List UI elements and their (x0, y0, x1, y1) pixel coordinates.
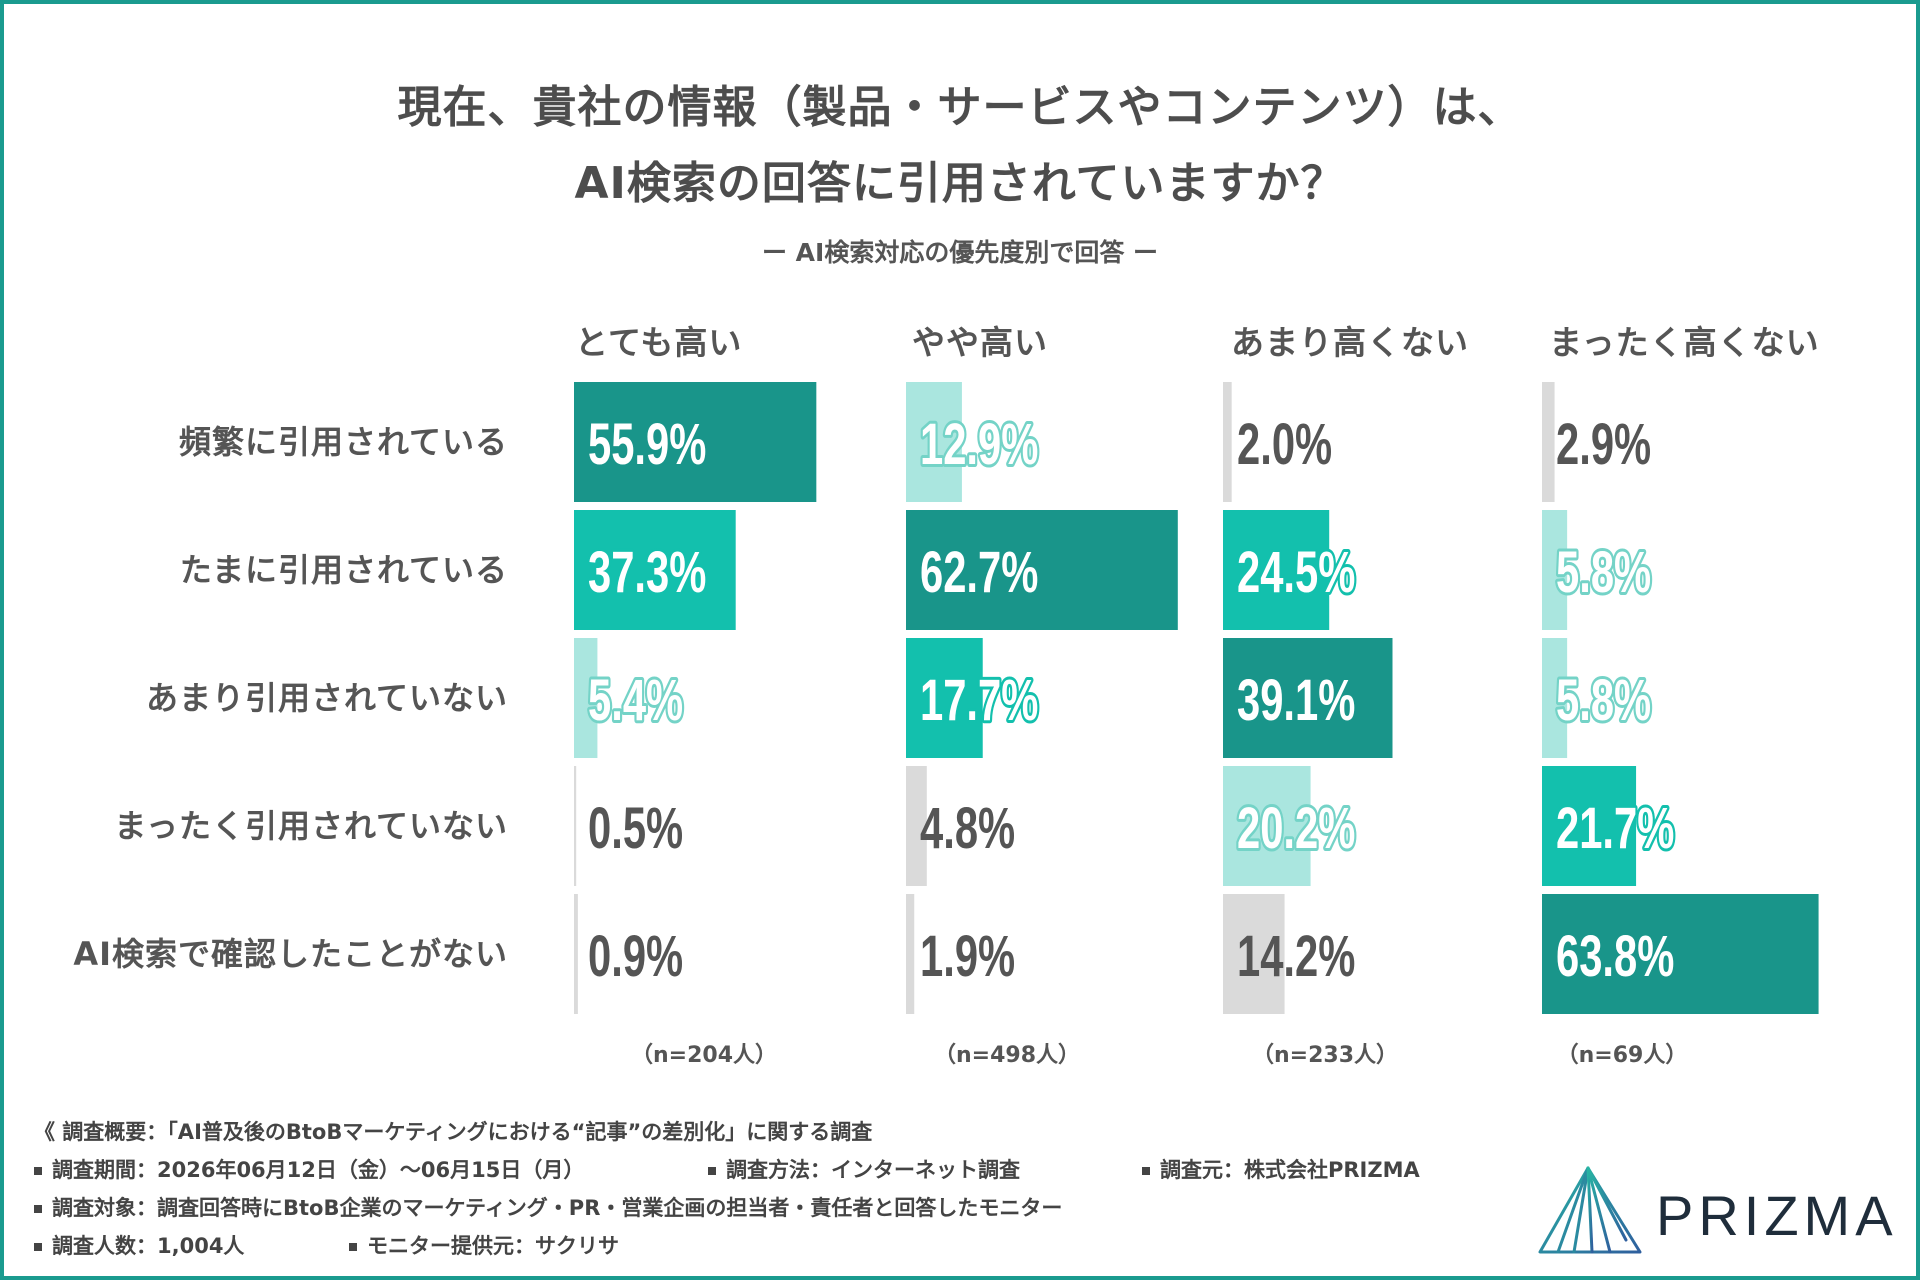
bar-s3-r1 (1223, 382, 1232, 502)
survey-method: 調査方法：インターネット調査 (726, 1158, 1020, 1182)
bar-s2-r4 (906, 766, 927, 886)
value-label-s1-r1: 55.9% (588, 411, 706, 476)
chart-title-line-1: 現在、貴社の情報（製品・サービスやコンテンツ）は、 (397, 82, 1523, 133)
column-header-1: とても高い (575, 323, 743, 362)
bar-s2-r5 (906, 894, 915, 1014)
value-label-s4-r5: 63.8% (1556, 923, 1674, 988)
row-label-4: まったく引用されていない (114, 807, 508, 845)
bullet-icon (34, 1205, 42, 1213)
value-label-s1-r4: 0.5% (588, 795, 683, 860)
bullet-icon (34, 1243, 42, 1251)
bar-s4-r3 (1542, 638, 1568, 758)
value-label-s3-r4: 20.2% (1237, 795, 1355, 860)
bar-s4-r4 (1542, 766, 1637, 886)
value-label-s3-r1: 2.0% (1237, 411, 1332, 476)
bullet-icon (708, 1167, 716, 1175)
chart-title-line-2: AI検索の回答に引用されていますか？ (574, 158, 1346, 209)
bullet-icon (34, 1167, 42, 1175)
chart-subtitle: ー AI検索対応の優先度別で回答 ー (761, 238, 1159, 267)
column-header-4: まったく高くない (1549, 323, 1820, 362)
value-label-s1-r5: 0.9% (588, 923, 683, 988)
bar-s1-r1 (574, 382, 817, 502)
value-label-s3-r3: 39.1% (1237, 667, 1355, 732)
survey-panel-provider: モニター提供元：サクリサ (367, 1234, 619, 1258)
bar-s4-r1 (1542, 382, 1555, 502)
value-label-s1-r3: 5.4% (588, 667, 683, 732)
bar-s1-r3 (574, 638, 598, 758)
bar-s4-r2 (1542, 510, 1568, 630)
bar-s1-r2 (574, 510, 736, 630)
survey-overview: 《 調査概要：「AI普及後のBtoBマーケティングにおける“記事”の差別化」に関… (34, 1120, 873, 1144)
survey-count: 調査人数：1,004人 (52, 1234, 245, 1258)
value-label-s2-r4: 4.8% (920, 795, 1015, 860)
bar-s3-r2 (1223, 510, 1330, 630)
bar-s4-r5 (1542, 894, 1819, 1014)
sample-size-2: （n=498人） (933, 1043, 1081, 1068)
survey-source: 調査元：株式会社PRIZMA (1160, 1158, 1420, 1182)
value-label-s1-r2: 37.3% (588, 539, 706, 604)
survey-period: 調査期間：2026年06月12日（金）〜06月15日（月） (52, 1158, 585, 1182)
bar-s3-r5 (1223, 894, 1285, 1014)
value-label-s4-r1: 2.9% (1556, 411, 1651, 476)
sample-size-1: （n=204人） (630, 1043, 778, 1068)
sample-size-4: （n=69人） (1556, 1043, 1688, 1068)
value-label-s4-r2: 5.8% (1556, 539, 1651, 604)
bar-s2-r2 (906, 510, 1178, 630)
series-group-4: 2.9% 5.8% 5.8% 21.7% 63.8% (1542, 382, 1819, 1014)
value-label-s3-r5: 14.2% (1237, 923, 1355, 988)
bullet-icon (349, 1243, 357, 1251)
bar-s1-r4 (574, 766, 577, 886)
value-label-s2-r3: 17.7% (920, 667, 1038, 732)
prizma-logo-text: PRIZMA (1656, 1184, 1898, 1247)
row-label-2: たまに引用されている (179, 551, 508, 589)
prizma-mountain-icon (1538, 1166, 1642, 1254)
bullet-icon (1142, 1167, 1150, 1175)
bar-s2-r3 (906, 638, 983, 758)
bar-s3-r4 (1223, 766, 1311, 886)
bar-s3-r3 (1223, 638, 1393, 758)
value-label-s2-r1: 12.9% (920, 411, 1038, 476)
bar-s1-r5 (574, 894, 578, 1014)
value-label-s4-r3: 5.8% (1556, 667, 1651, 732)
value-label-s4-r4: 21.7% (1556, 795, 1674, 860)
value-label-s2-r2: 62.7% (920, 539, 1038, 604)
value-label-s3-r2: 24.5% (1237, 539, 1355, 604)
row-label-3: あまり引用されていない (145, 679, 508, 717)
survey-target: 調査対象：調査回答時にBtoB企業のマーケティング・PR・営業企画の担当者・責任… (52, 1196, 1063, 1220)
series-group-1: 55.9% 37.3% 5.4% 0.5% 0.9% (574, 382, 817, 1014)
column-header-3: あまり高くない (1231, 323, 1469, 362)
row-label-5: AI検索で確認したことがない (73, 935, 508, 973)
column-header-2: やや高い (912, 323, 1048, 362)
series-group-3: 2.0% 24.5% 39.1% 20.2% 14.2% (1223, 382, 1393, 1014)
row-label-1: 頻繁に引用されている (178, 423, 508, 461)
value-label-s2-r5: 1.9% (920, 923, 1015, 988)
sample-size-3: （n=233人） (1251, 1043, 1399, 1068)
series-group-2: 12.9% 62.7% 17.7% 4.8% 1.9% (906, 382, 1178, 1014)
bar-s2-r1 (906, 382, 962, 502)
